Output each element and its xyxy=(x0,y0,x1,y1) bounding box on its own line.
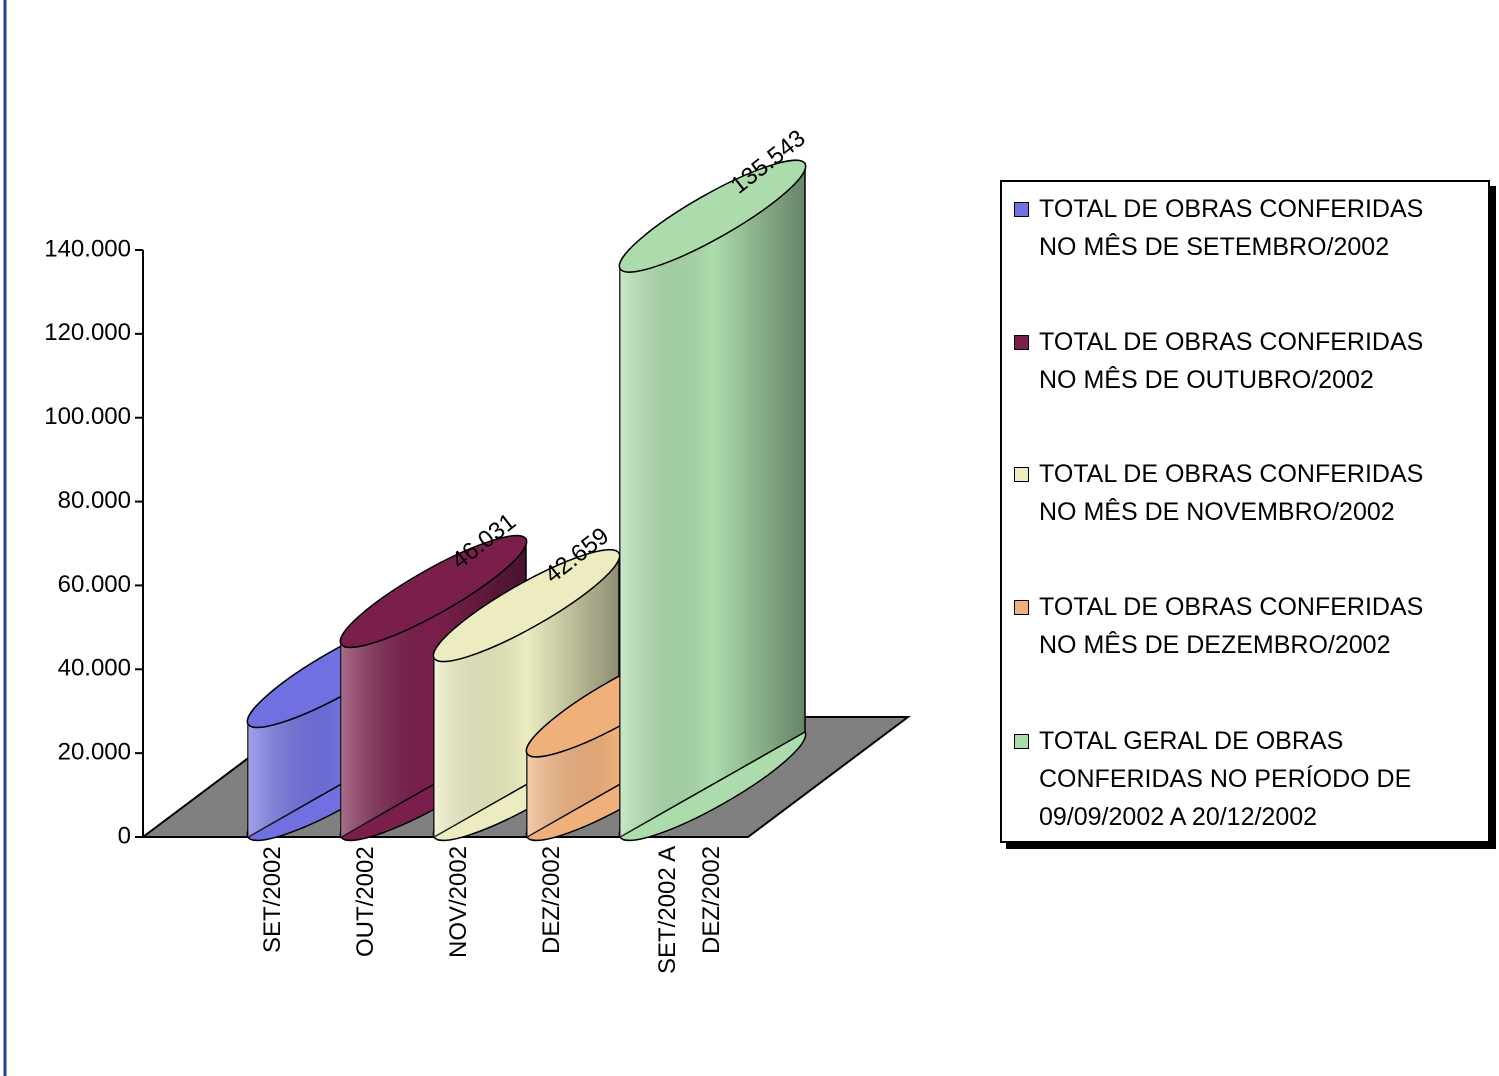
y-tick-label: 40.000 xyxy=(58,655,131,682)
legend-label: TOTAL GERAL DE OBRAS CONFERIDAS NO PERÍO… xyxy=(1039,727,1412,831)
bar-shade xyxy=(434,553,619,837)
legend-item: TOTAL GERAL DE OBRAS CONFERIDAS NO PERÍO… xyxy=(1014,722,1411,836)
legend-label: TOTAL DE OBRAS CONFERIDAS NO MÊS DE DEZE… xyxy=(1039,593,1424,659)
y-tick-label: 140.000 xyxy=(44,235,131,262)
x-tick-label: OUT/2002 xyxy=(352,846,379,957)
legend-label: TOTAL DE OBRAS CONFERIDAS NO MÊS DE SETE… xyxy=(1039,195,1424,261)
y-tick-label: 60.000 xyxy=(58,571,131,598)
y-tick-label: 80.000 xyxy=(58,487,131,514)
bar-top xyxy=(339,534,528,649)
x-tick-label: SET/2002 xyxy=(259,846,286,953)
x-tick-label: SET/2002 A DEZ/2002 xyxy=(654,846,725,975)
legend-item: TOTAL DE OBRAS CONFERIDAS NO MÊS DE DEZE… xyxy=(1014,588,1423,664)
bar-shade xyxy=(620,163,805,837)
legend-key xyxy=(1014,202,1029,217)
y-tick-label: 100.000 xyxy=(44,403,131,430)
legend: TOTAL DE OBRAS CONFERIDAS NO MÊS DE SETE… xyxy=(1000,180,1490,843)
legend-label: TOTAL DE OBRAS CONFERIDAS NO MÊS DE NOVE… xyxy=(1039,460,1424,526)
legend-key xyxy=(1014,467,1029,482)
bar-top xyxy=(618,159,807,273)
legend-item: TOTAL DE OBRAS CONFERIDAS NO MÊS DE OUTU… xyxy=(1014,323,1423,399)
legend-key xyxy=(1014,600,1029,615)
legend-key xyxy=(1014,734,1029,749)
legend-key xyxy=(1014,335,1029,350)
legend-item: TOTAL DE OBRAS CONFERIDAS NO MÊS DE NOVE… xyxy=(1014,455,1423,531)
legend-item: TOTAL DE OBRAS CONFERIDAS NO MÊS DE SETE… xyxy=(1014,190,1423,266)
legend-label: TOTAL DE OBRAS CONFERIDAS NO MÊS DE OUTU… xyxy=(1039,328,1424,394)
y-tick-label: 20.000 xyxy=(58,738,131,765)
y-tick-label: 0 xyxy=(118,822,131,849)
x-tick-label: NOV/2002 xyxy=(445,846,472,959)
x-tick-label: DEZ/2002 xyxy=(538,846,565,955)
y-tick-label: 120.000 xyxy=(44,319,131,346)
bar-top xyxy=(432,549,621,663)
